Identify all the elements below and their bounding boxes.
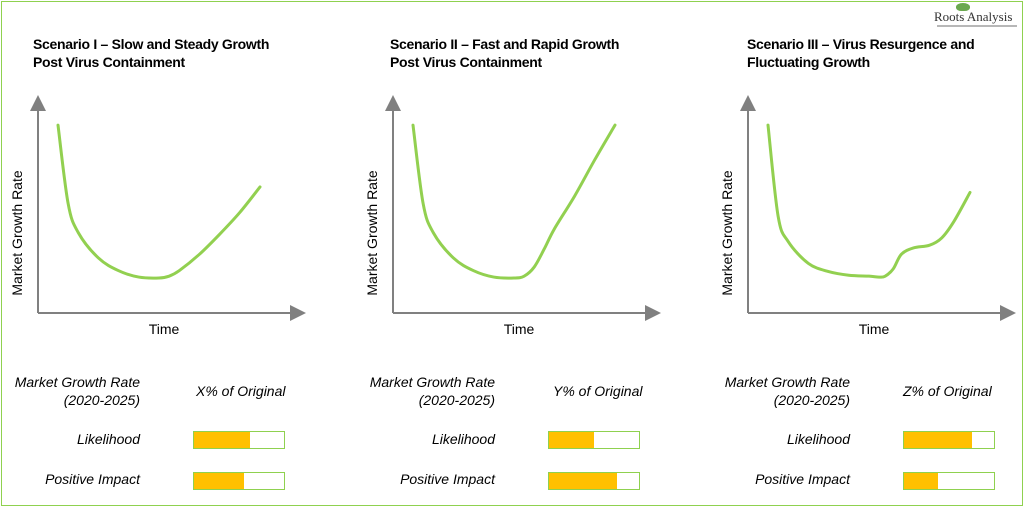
growth-rate-label-line2: (2020-2025) (773, 392, 850, 408)
growth-rate-label-line2: (2020-2025) (63, 392, 140, 408)
likelihood-bar (903, 431, 995, 449)
growth-chart: Market Growth Rate Time (364, 95, 661, 337)
growth-curve (766, 123, 972, 279)
positive-impact-bar-fill (904, 473, 939, 489)
scenario-title-line2: Post Virus Containment (33, 54, 185, 70)
likelihood-label: Likelihood (76, 431, 140, 447)
x-axis-label: Time (149, 321, 180, 337)
tree-icon (956, 3, 970, 11)
growth-rate-label: Market Growth Rate (2020-2025) (0, 373, 140, 409)
likelihood-bar (548, 431, 640, 449)
x-axis-label: Time (859, 321, 890, 337)
positive-impact-bar (548, 472, 640, 490)
growth-rate-label: Market Growth Rate (2020-2025) (680, 373, 850, 409)
likelihood-bar (193, 431, 285, 449)
scenario-title-line1: Scenario I – Slow and Steady Growth (33, 36, 270, 52)
growth-curve (56, 123, 262, 280)
x-axis-label: Time (504, 321, 535, 337)
scenario-title-line1: Scenario II – Fast and Rapid Growth (390, 36, 620, 52)
growth-chart: Market Growth Rate Time (719, 95, 1016, 337)
growth-curve (411, 123, 617, 280)
brand-tagline-mark (937, 25, 1017, 27)
scenario-title: Scenario III – Virus Resurgence and Fluc… (747, 35, 1024, 71)
growth-rate-label-line1: Market Growth Rate (724, 374, 850, 390)
growth-rate-label: Market Growth Rate (2020-2025) (325, 373, 495, 409)
likelihood-label: Likelihood (786, 431, 850, 447)
growth-rate-label-line2: (2020-2025) (418, 392, 495, 408)
growth-rate-value: Y% of Original (553, 383, 643, 399)
positive-impact-label: Positive Impact (45, 471, 140, 487)
growth-rate-label-line1: Market Growth Rate (369, 374, 495, 390)
scenario-panel-2: Scenario II – Fast and Rapid Growth Post… (355, 0, 695, 505)
y-axis-label: Market Growth Rate (364, 170, 380, 295)
positive-impact-label: Positive Impact (400, 471, 495, 487)
growth-rate-label-line1: Market Growth Rate (14, 374, 140, 390)
positive-impact-bar-fill (194, 473, 244, 489)
scenario-title: Scenario I – Slow and Steady Growth Post… (33, 35, 353, 71)
likelihood-bar-fill (549, 432, 594, 448)
scenario-panel-1: Scenario I – Slow and Steady Growth Post… (0, 0, 340, 505)
likelihood-bar-fill (194, 432, 250, 448)
scenario-title: Scenario II – Fast and Rapid Growth Post… (390, 35, 710, 71)
likelihood-label: Likelihood (431, 431, 495, 447)
likelihood-bar-fill (904, 432, 972, 448)
scenario-title-line2: Fluctuating Growth (747, 54, 870, 70)
scenario-title-line2: Post Virus Containment (390, 54, 542, 70)
scenario-panel-3: Scenario III – Virus Resurgence and Fluc… (710, 0, 1024, 505)
positive-impact-bar-fill (549, 473, 617, 489)
y-axis-label: Market Growth Rate (719, 170, 735, 295)
brand-name: Roots Analysis (934, 9, 1013, 24)
growth-rate-value: X% of Original (196, 383, 286, 399)
brand-logo: Roots Analysis (934, 3, 1020, 33)
scenario-title-line1: Scenario III – Virus Resurgence and (747, 36, 975, 52)
y-axis-label: Market Growth Rate (9, 170, 25, 295)
growth-rate-value: Z% of Original (903, 383, 992, 399)
positive-impact-bar (193, 472, 285, 490)
growth-chart: Market Growth Rate Time (9, 95, 306, 337)
positive-impact-label: Positive Impact (755, 471, 850, 487)
positive-impact-bar (903, 472, 995, 490)
